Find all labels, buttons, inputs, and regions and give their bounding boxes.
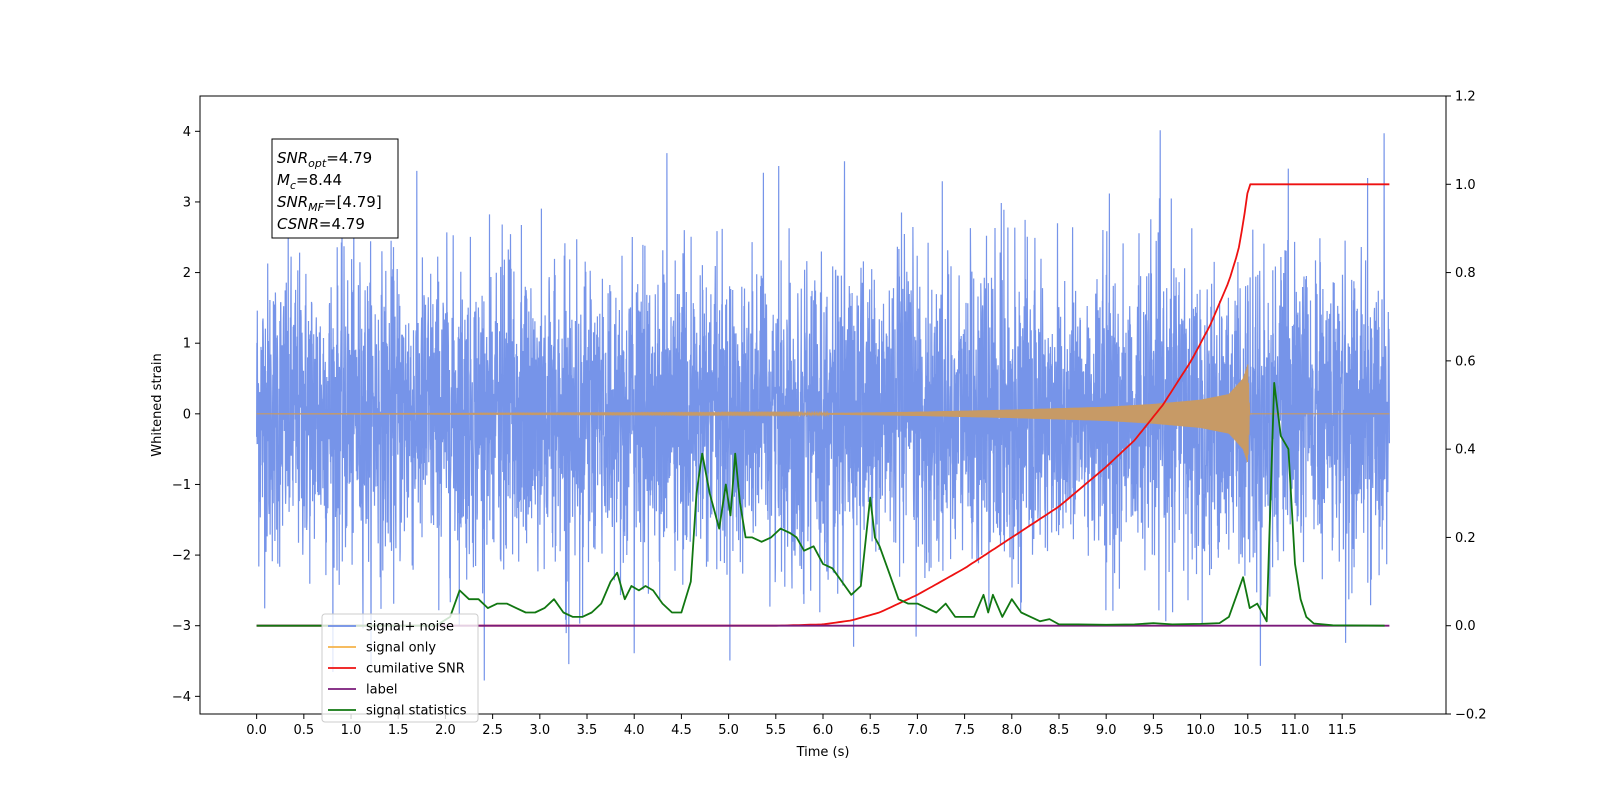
- legend-entry-label: label: [366, 683, 397, 698]
- series-signal-only-line: [256, 364, 1390, 463]
- series-signal-noise-line: [256, 130, 1390, 681]
- x-tick-label: 8.0: [1001, 723, 1022, 738]
- x-tick-label: 8.5: [1049, 723, 1070, 738]
- y-left-tick-label: 3: [183, 195, 191, 210]
- series-signal-statistics-line: [256, 382, 1385, 627]
- annotation-line-snr-opt: SNRopt=4.79: [277, 149, 372, 170]
- legend-entry-label: signal+ noise: [366, 620, 454, 635]
- y-right-tick-label: 1.0: [1455, 178, 1476, 193]
- x-tick-label: 0.0: [246, 723, 267, 738]
- x-tick-label: 10.0: [1186, 723, 1215, 738]
- legend-frame: [321, 613, 479, 723]
- x-tick-label: 2.5: [482, 723, 503, 738]
- legend-entry-label: cumilative SNR: [366, 662, 465, 677]
- x-tick-label: 0.5: [293, 723, 314, 738]
- x-tick-label: 4.0: [624, 723, 645, 738]
- legend: signal+ noise signal only cumilative SNR la…: [321, 613, 479, 723]
- x-tick-label: 11.0: [1280, 723, 1309, 738]
- y-right-tick-label: 1.2: [1455, 90, 1476, 105]
- annotation-line-snr-mf: SNRMF=[4.79]: [277, 193, 382, 214]
- x-tick-label: 6.0: [813, 723, 834, 738]
- x-tick-label: 7.5: [954, 723, 975, 738]
- y-left-tick-label: −4: [172, 690, 191, 705]
- x-tick-label: 11.5: [1328, 723, 1357, 738]
- y-right-tick-label: 0.2: [1455, 531, 1476, 546]
- y-right-tick-label: 0.6: [1455, 354, 1476, 369]
- y-left-tick-label: 4: [183, 125, 191, 140]
- x-tick-label: 9.0: [1096, 723, 1117, 738]
- x-tick-label: 5.0: [718, 723, 739, 738]
- x-tick-label: 10.5: [1233, 723, 1262, 738]
- x-tick-label: 1.0: [341, 723, 362, 738]
- y-axis-label: Whitened strain: [150, 353, 165, 456]
- y-left-tick-label: 2: [183, 266, 191, 281]
- x-axis-label: Time (s): [796, 745, 850, 760]
- y-right-tick-label: −0.2: [1455, 708, 1487, 723]
- x-tick-label: 2.0: [435, 723, 456, 738]
- x-tick-label: 6.5: [860, 723, 881, 738]
- y-left-tick-label: −1: [172, 478, 191, 493]
- legend-entry-label: signal only: [366, 641, 436, 656]
- x-tick-label: 4.5: [671, 723, 692, 738]
- y-left-tick-label: −3: [172, 619, 191, 634]
- x-tick-label: 3.5: [577, 723, 598, 738]
- x-tick-label: 7.0: [907, 723, 928, 738]
- y-left-tick-label: 1: [183, 337, 191, 352]
- annotation-line-mc: Mc=8.44: [277, 171, 342, 192]
- y-left-tick-label: 0: [183, 407, 191, 422]
- y-right-tick-label: 0.0: [1455, 619, 1476, 634]
- x-tick-label: 9.5: [1143, 723, 1164, 738]
- annotation-frame: [271, 138, 399, 239]
- x-tick-label: 3.0: [529, 723, 550, 738]
- annotation-line-csnr: CSNR=4.79: [277, 215, 365, 233]
- y-right-tick-label: 0.8: [1455, 266, 1476, 281]
- y-left-tick-label: −2: [172, 549, 191, 564]
- x-tick-label: 1.5: [388, 723, 409, 738]
- legend-entry-label: signal statistics: [366, 704, 467, 719]
- x-tick-label: 5.5: [765, 723, 786, 738]
- plot-area: [256, 130, 1390, 681]
- y-right-tick-label: 0.4: [1455, 443, 1476, 458]
